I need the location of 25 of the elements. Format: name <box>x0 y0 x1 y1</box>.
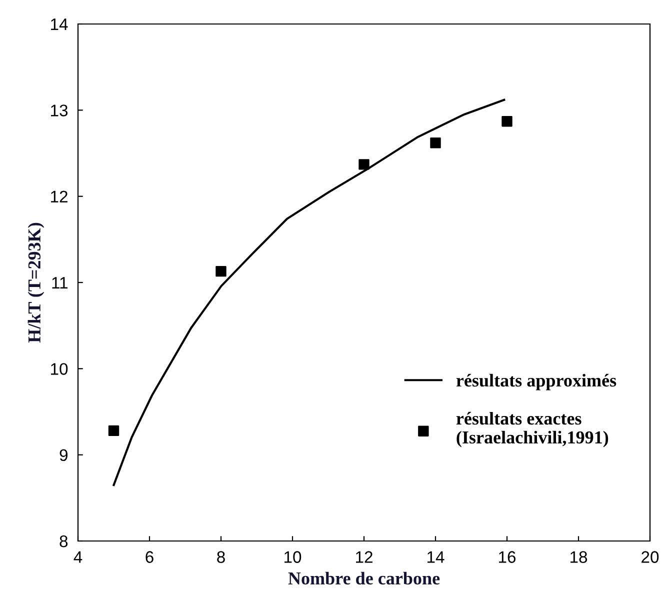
x-tick-label: 20 <box>642 551 659 563</box>
x-tick-label: 12 <box>356 551 372 563</box>
x-tick-label: 14 <box>428 551 444 563</box>
y-tick-label: 12 <box>51 190 68 202</box>
x-tick-label: 10 <box>284 551 302 563</box>
point <box>216 266 226 277</box>
x-tick-label: 8 <box>217 551 225 563</box>
point <box>502 116 512 127</box>
point <box>108 425 120 436</box>
legend-label: résultats approximés <box>456 374 616 390</box>
x-tick-label: 16 <box>499 551 516 563</box>
x-tick-label: 6 <box>146 551 154 563</box>
point <box>358 159 370 170</box>
x-tick-label: 4 <box>74 551 82 563</box>
y-tick-label: 14 <box>51 18 68 30</box>
y-tick-label: 10 <box>51 363 68 375</box>
x-tick-label: 18 <box>570 551 588 563</box>
y-tick-label: 11 <box>52 277 68 289</box>
y-tick-label: 13 <box>51 104 68 116</box>
y-axis-title: H/kT (T=293K) <box>28 222 44 343</box>
legend-label: résultats exactes (Israelachivili,1991) <box>456 412 608 448</box>
y-tick-label: 8 <box>60 535 68 548</box>
point <box>430 138 441 148</box>
x-axis-title: Nombre de carbone <box>288 572 440 585</box>
y-tick-label: 9 <box>60 449 68 462</box>
